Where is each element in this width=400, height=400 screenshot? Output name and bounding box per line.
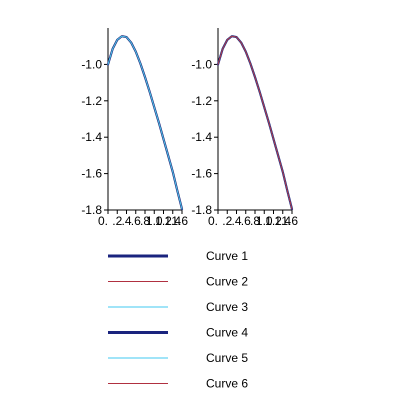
right-x-tick-label: 0. (208, 214, 218, 228)
left-y-tick-label: -1.2 (81, 94, 102, 108)
right-x-tick-label: 1.2 (265, 214, 282, 228)
legend-label-6: Curve 6 (206, 377, 248, 391)
left-series-line-1 (106, 35, 184, 211)
left-series-line-3 (107, 35, 183, 210)
right-series-line-2 (217, 35, 293, 210)
right-y-tick-label: -1.8 (191, 203, 212, 217)
right-series-line-3 (217, 35, 293, 210)
left-y-tick-label: -1.4 (81, 130, 102, 144)
left-series-line-2 (107, 35, 183, 210)
legend-label-5: Curve 5 (206, 351, 248, 365)
right-series-line-1 (216, 35, 294, 211)
right-y-tick-label: -1.0 (191, 57, 212, 71)
legend-label-2: Curve 2 (206, 275, 248, 289)
legend-label-4: Curve 4 (206, 326, 248, 340)
left-y-tick-label: -1.8 (81, 203, 102, 217)
left-plot-panel: -1.8 -1.6 -1.4 -1.2 -1.0 0. .2.4.6.81.01.21.41… (81, 28, 188, 228)
right-y-tick-label: -1.4 (191, 130, 212, 144)
right-x-tick-label: .8 (250, 214, 260, 228)
left-x-tick-label: .6 (131, 214, 141, 228)
left-x-tick-label: .8 (140, 214, 150, 228)
right-x-tick-label: 1.4 (274, 214, 291, 228)
legend-label-1: Curve 1 (206, 249, 248, 263)
left-x-tick-label: 1.4 (164, 214, 181, 228)
legend-label-3: Curve 3 (206, 300, 248, 314)
right-x-tick-label: 1.0 (256, 214, 273, 228)
left-x-tick-label: 1.2 (155, 214, 172, 228)
right-x-tick-label: .2 (222, 214, 232, 228)
left-y-tick-label: -1.6 (81, 167, 102, 181)
left-x-tick-label: 1.0 (146, 214, 163, 228)
left-x-tick-label: .2 (112, 214, 122, 228)
left-x-tick-label: 1.6 (171, 214, 188, 228)
left-x-tick-label: .4 (121, 214, 131, 228)
right-y-tick-label: -1.6 (191, 167, 212, 181)
right-y-tick-label: -1.2 (191, 94, 212, 108)
right-plot-panel: -1.8 -1.6 -1.4 -1.2 -1.0 0. .2.4.6.81.01.21.41… (191, 28, 298, 228)
right-x-tick-label: .6 (241, 214, 251, 228)
right-x-tick-label: .4 (231, 214, 241, 228)
legend: Curve 1 Curve 2 Curve 3 Curve 4 Curve 5 Curve… (108, 249, 248, 391)
left-y-tick-label: -1.0 (81, 57, 102, 71)
right-x-tick-label: 1.6 (281, 214, 298, 228)
left-x-tick-label: 0. (98, 214, 108, 228)
